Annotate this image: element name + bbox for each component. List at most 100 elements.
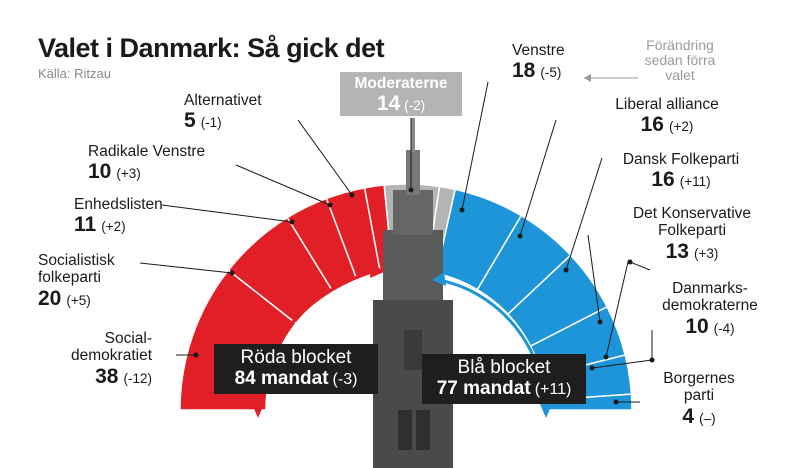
party-seats: 5 [184,109,196,133]
party-seats: 10 [685,314,709,338]
party-name: Enhedslisten [74,196,163,213]
leader-line [591,359,653,369]
change-note: Förändring sedan förra valet [644,37,716,84]
bloc-seats: 84 mandat [234,367,329,389]
party-name: Dansk Folkeparti [622,151,740,168]
label-socialistisk-folkeparti: Socialistisk folkeparti 20 (+5) [38,252,115,310]
bloc-change: (+11) [534,380,572,398]
party-seats: 38 [95,364,119,388]
note-arrow [584,74,638,82]
label-alternativet: Alternativet 5 (-1) [184,92,262,133]
party-change: (-12) [123,370,152,386]
party-name: Liberal alliance [615,96,719,113]
party-seats: 11 [74,213,97,237]
party-name: folkeparti [38,269,101,287]
party-name: Moderaterne [354,75,448,92]
party-name: Alternativet [184,92,262,109]
blue-bloc-box: Blå blocket 77 mandat (+11) [422,354,586,404]
party-name: Folkeparti [657,222,727,240]
chart-title: Valet i Danmark: Så gick det [38,33,385,63]
party-seats: 20 [38,286,62,310]
party-change: (-5) [540,65,562,81]
leader-line [519,119,557,237]
party-name: demokratiet [71,347,152,365]
party-change: (-2) [404,98,426,114]
leader-line [587,234,601,323]
party-name: Borgernes [663,370,735,387]
leader-dot [229,270,235,276]
party-change: (–) [699,410,716,426]
party-change: (-4) [713,320,735,336]
party-seats: 4 [682,404,695,428]
label-enhedslisten: Enhedslisten 11 (+2) [74,196,163,237]
leader-line [235,164,331,206]
tower-illustration [373,118,453,468]
leader-line [161,204,293,223]
bloc-change-value: -3 [337,370,353,388]
label-liberal-alliance: Liberal alliance 16 (+2) [592,96,742,137]
label-moderaterne: Moderaterne 14 (-2) [340,72,462,116]
label-socialdemokratiet: Social- demokratiet 38 (-12) [71,330,152,388]
party-change: (+11) [679,174,711,190]
label-dansk-folkeparti: Dansk Folkeparti 16 (+11) [596,151,766,192]
red-bloc-box: Röda blocket 84 mandat (-3) [214,344,378,394]
leader-dot [193,352,199,358]
party-name: Venstre [512,42,565,59]
party-name: Danmarks- [672,280,748,297]
party-seats: 13 [665,239,689,263]
party-change: (+2) [101,219,126,235]
label-konservative-folkeparti: Det Konservative Folkeparti 13 (+3) [612,205,772,263]
party-change: (+3) [116,166,141,182]
leader-dot [603,354,609,360]
leader-dot [327,202,333,208]
leader-dot [627,259,633,265]
bloc-name: Blå blocket [457,357,551,378]
label-venstre: Venstre 18 (-5) [512,42,565,83]
leader-line [565,157,603,271]
party-change: (+2) [668,119,694,135]
leader-dot [589,365,595,371]
bloc-change-value: +11 [540,380,566,398]
red-arrow-head-bottom [252,404,264,418]
party-seats: 16 [640,113,664,137]
party-seats: 10 [88,160,112,184]
party-name: Socialistisk [38,252,115,269]
leader-line [297,119,353,196]
leader-dot [597,319,603,325]
label-borgernes-parti: Borgernes parti 4 (–) [644,370,754,428]
leader-dot [563,267,569,273]
party-seats: 16 [651,168,675,192]
party-change: (-1) [200,115,222,131]
leader-dot [289,219,295,225]
party-name: Social- [104,330,152,347]
party-name: demokraterne [662,297,758,315]
leader-line [605,261,629,358]
leader-dot [459,207,465,213]
party-change: (+3) [693,245,719,261]
bloc-seats: 77 mandat [436,377,531,399]
leader-dot [349,192,355,198]
party-name: parti [683,387,715,405]
leader-line [461,81,489,211]
party-seats: 14 [376,92,401,116]
leader-dot [408,187,414,193]
party-name: Det Konservative [632,205,752,222]
label-radikale-venstre: Radikale Venstre 10 (+3) [88,143,205,184]
party-change: (+5) [66,292,91,308]
leader-dot [613,399,619,405]
red-arrow-head-top [370,262,384,278]
blue-arrow-head-top [432,272,446,286]
bloc-name: Röda blocket [240,347,352,368]
leader-line [139,262,233,274]
bloc-change: (-3) [332,370,358,388]
leader-dot [517,233,523,239]
leader-line [629,261,651,271]
leader-lines [139,81,655,405]
blue-arrow-head-bottom [540,404,552,418]
chart-source: Källa: Ritzau [38,66,111,81]
label-danmarksdemokraterne: Danmarks- demokraterne 10 (-4) [640,280,780,338]
party-name: Radikale Venstre [88,143,206,160]
party-seats: 18 [512,59,536,83]
